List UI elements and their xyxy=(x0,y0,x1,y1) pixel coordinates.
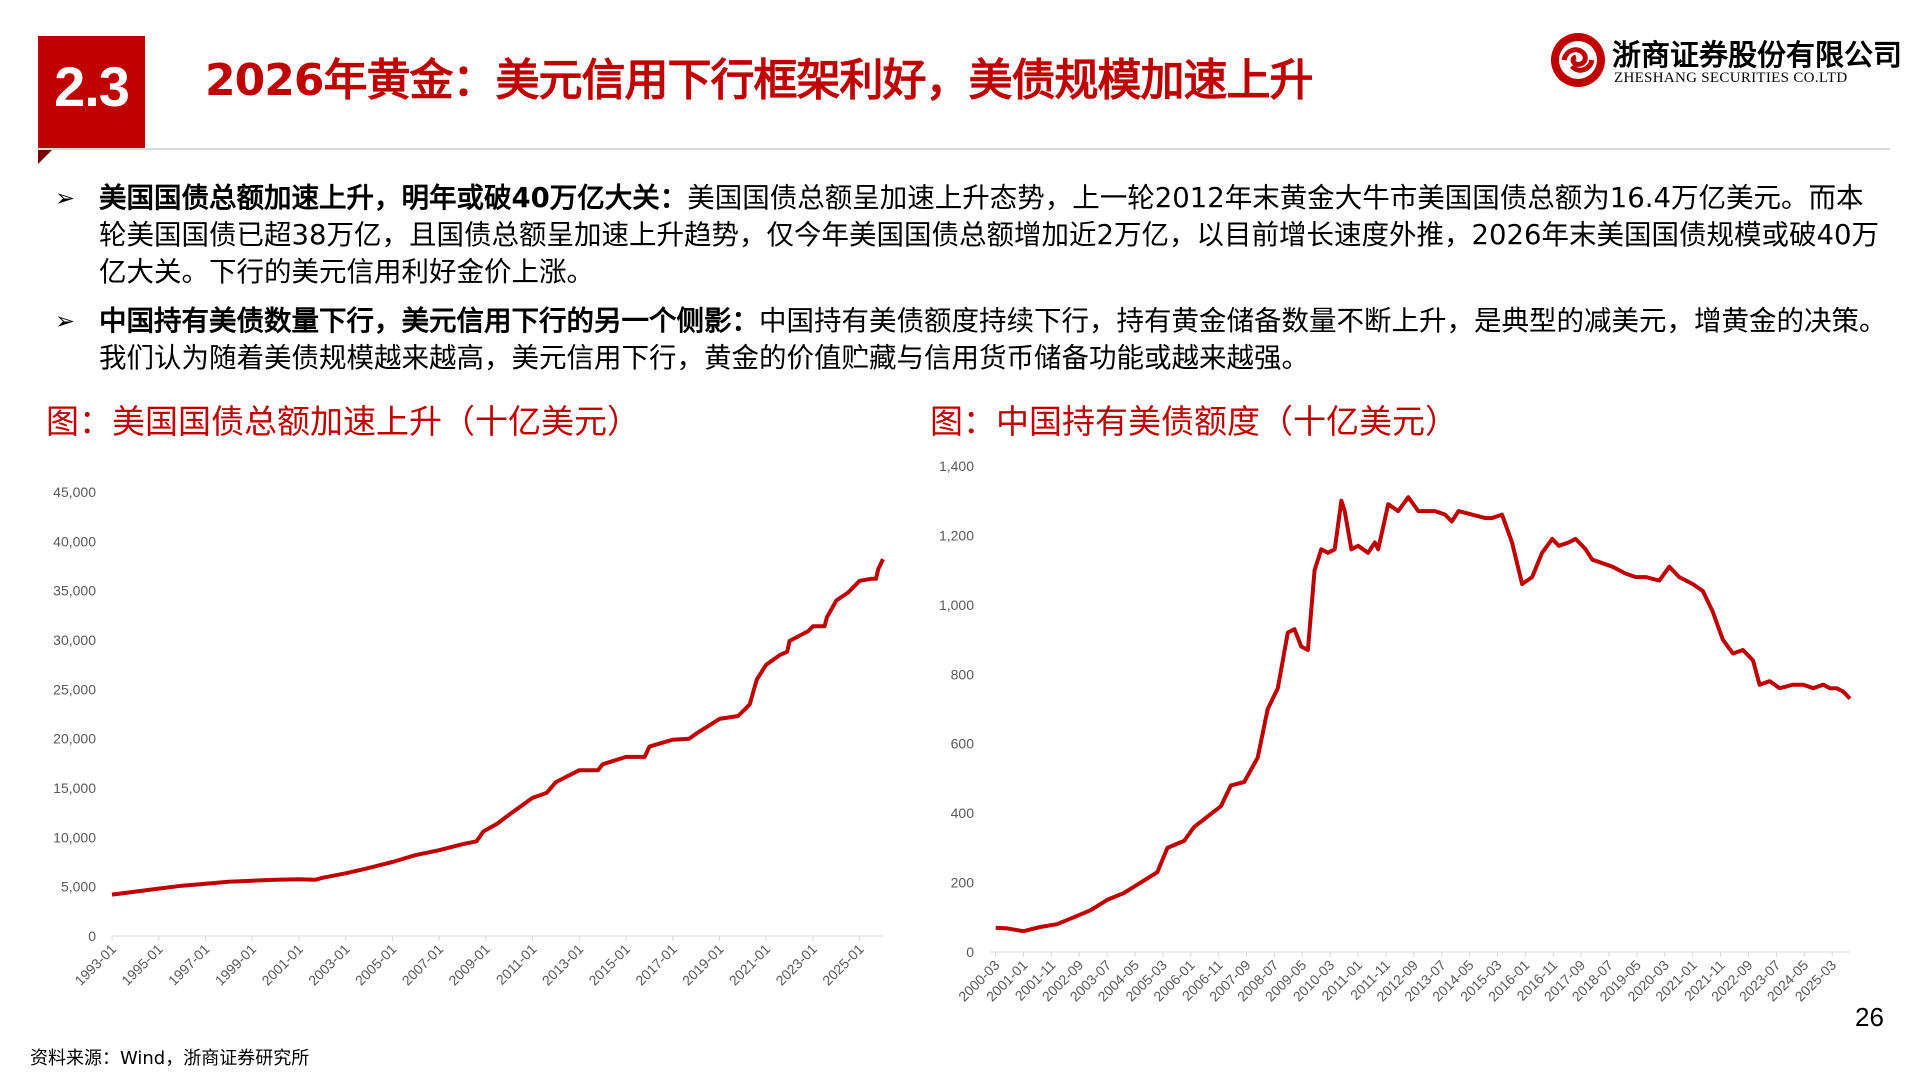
y-tick-label: 600 xyxy=(951,736,975,752)
bullet-heading: 中国持有美债数量下行，美元信用下行的另一个侧影： xyxy=(99,305,759,337)
x-tick-label: 2005-01 xyxy=(352,941,400,989)
us-debt-line-chart: 0 5,000 10,000 15,000 20,000 25,000 30,000 35,0… xyxy=(53,484,885,989)
section-number-badge: 2.3 xyxy=(38,36,145,148)
y-tick-label: 10,000 xyxy=(53,829,96,845)
bullet-item: ➢ 中国持有美债数量下行，美元信用下行的另一个侧影：中国持有美债额度持续下行，持… xyxy=(55,303,1890,377)
x-tick-label: 2009-01 xyxy=(445,941,493,989)
y-tick-label: 15,000 xyxy=(53,780,96,796)
x-tick-label: 2007-01 xyxy=(399,941,447,989)
y-tick-label: 25,000 xyxy=(53,681,96,697)
section-number: 2.3 xyxy=(54,55,130,118)
page-title: 2026年黄金：美元信用下行框架利好，美债规模加速上升 xyxy=(205,55,1313,106)
bullet-list: ➢ 美国国债总额加速上升，明年或破40万亿大关：美国国债总额呈加速上升态势，上一… xyxy=(55,180,1890,389)
zheshang-logo-icon xyxy=(1551,33,1605,87)
source-note: 资料来源：Wind，浙商证券研究所 xyxy=(30,1048,310,1069)
arrow-bullet-icon: ➢ xyxy=(55,184,76,212)
y-tick-label: 35,000 xyxy=(53,583,96,599)
x-tick-label: 1997-01 xyxy=(165,941,213,989)
x-tick-label: 2023-01 xyxy=(772,941,820,989)
y-tick-label: 40,000 xyxy=(53,533,96,549)
right-chart-caption: 图：中国持有美债额度（十亿美元） xyxy=(930,402,1458,441)
y-tick-label: 800 xyxy=(951,666,975,682)
x-tick-label: 1995-01 xyxy=(118,941,166,989)
china-us-treasury-holdings-chart: 02004006008001,0001,2001,4002000-032001-… xyxy=(939,458,1852,1004)
company-name-cn: 浙商证券股份有限公司 xyxy=(1612,38,1903,72)
x-tick-label: 2019-01 xyxy=(679,941,727,989)
company-logo: 浙商证券股份有限公司 ZHESHANG SECURITIES CO.LTD xyxy=(1548,30,1902,94)
bullet-text: 中国持有美债额度持续下行，持有黄金储备数量不断上升，是典型的减美元，增黄金的决策… xyxy=(99,305,1887,374)
y-tick-label: 400 xyxy=(951,805,975,821)
x-tick-label: 2003-01 xyxy=(305,941,353,989)
left-chart-caption: 图：美国国债总额加速上升（十亿美元） xyxy=(46,402,640,441)
arrow-bullet-icon: ➢ xyxy=(55,307,76,335)
bullet-item: ➢ 美国国债总额加速上升，明年或破40万亿大关：美国国债总额呈加速上升态势，上一… xyxy=(55,180,1890,291)
x-tick-label: 2025-01 xyxy=(819,941,867,989)
x-tick-label: 1993-01 xyxy=(71,941,119,989)
y-tick-label: 1,400 xyxy=(939,458,974,474)
x-tick-label: 2011-01 xyxy=(493,941,540,988)
y-tick-label: 20,000 xyxy=(53,731,96,747)
company-name-en: ZHESHANG SECURITIES CO.LTD xyxy=(1614,70,1848,86)
title-divider xyxy=(38,148,1890,150)
series-line xyxy=(995,495,1852,934)
x-tick-label: 2001-01 xyxy=(258,941,306,989)
x-tick-label: 2021-01 xyxy=(726,941,774,989)
y-tick-label: 45,000 xyxy=(53,484,96,500)
bullet-heading: 美国国债总额加速上升，明年或破40万亿大关： xyxy=(99,182,688,214)
x-tick-label: 1999-01 xyxy=(212,941,260,989)
y-tick-label: 0 xyxy=(966,944,974,960)
y-tick-label: 200 xyxy=(951,875,975,891)
y-tick-label: 1,000 xyxy=(939,597,974,613)
y-tick-label: 30,000 xyxy=(53,632,96,648)
x-tick-label: 2017-01 xyxy=(632,941,680,989)
y-tick-label: 0 xyxy=(88,928,96,944)
page-number: 26 xyxy=(1855,1002,1884,1032)
x-tick-label: 2015-01 xyxy=(585,941,633,989)
series-line xyxy=(111,558,885,897)
y-tick-label: 1,200 xyxy=(939,527,974,543)
badge-fold-decoration xyxy=(38,148,54,164)
y-tick-label: 5,000 xyxy=(61,879,96,895)
bullet-text: 美国国债总额呈加速上升态势，上一轮2012年末黄金大牛市美国国债总额为16.4万… xyxy=(99,182,1879,288)
x-tick-label: 2013-01 xyxy=(539,941,587,989)
